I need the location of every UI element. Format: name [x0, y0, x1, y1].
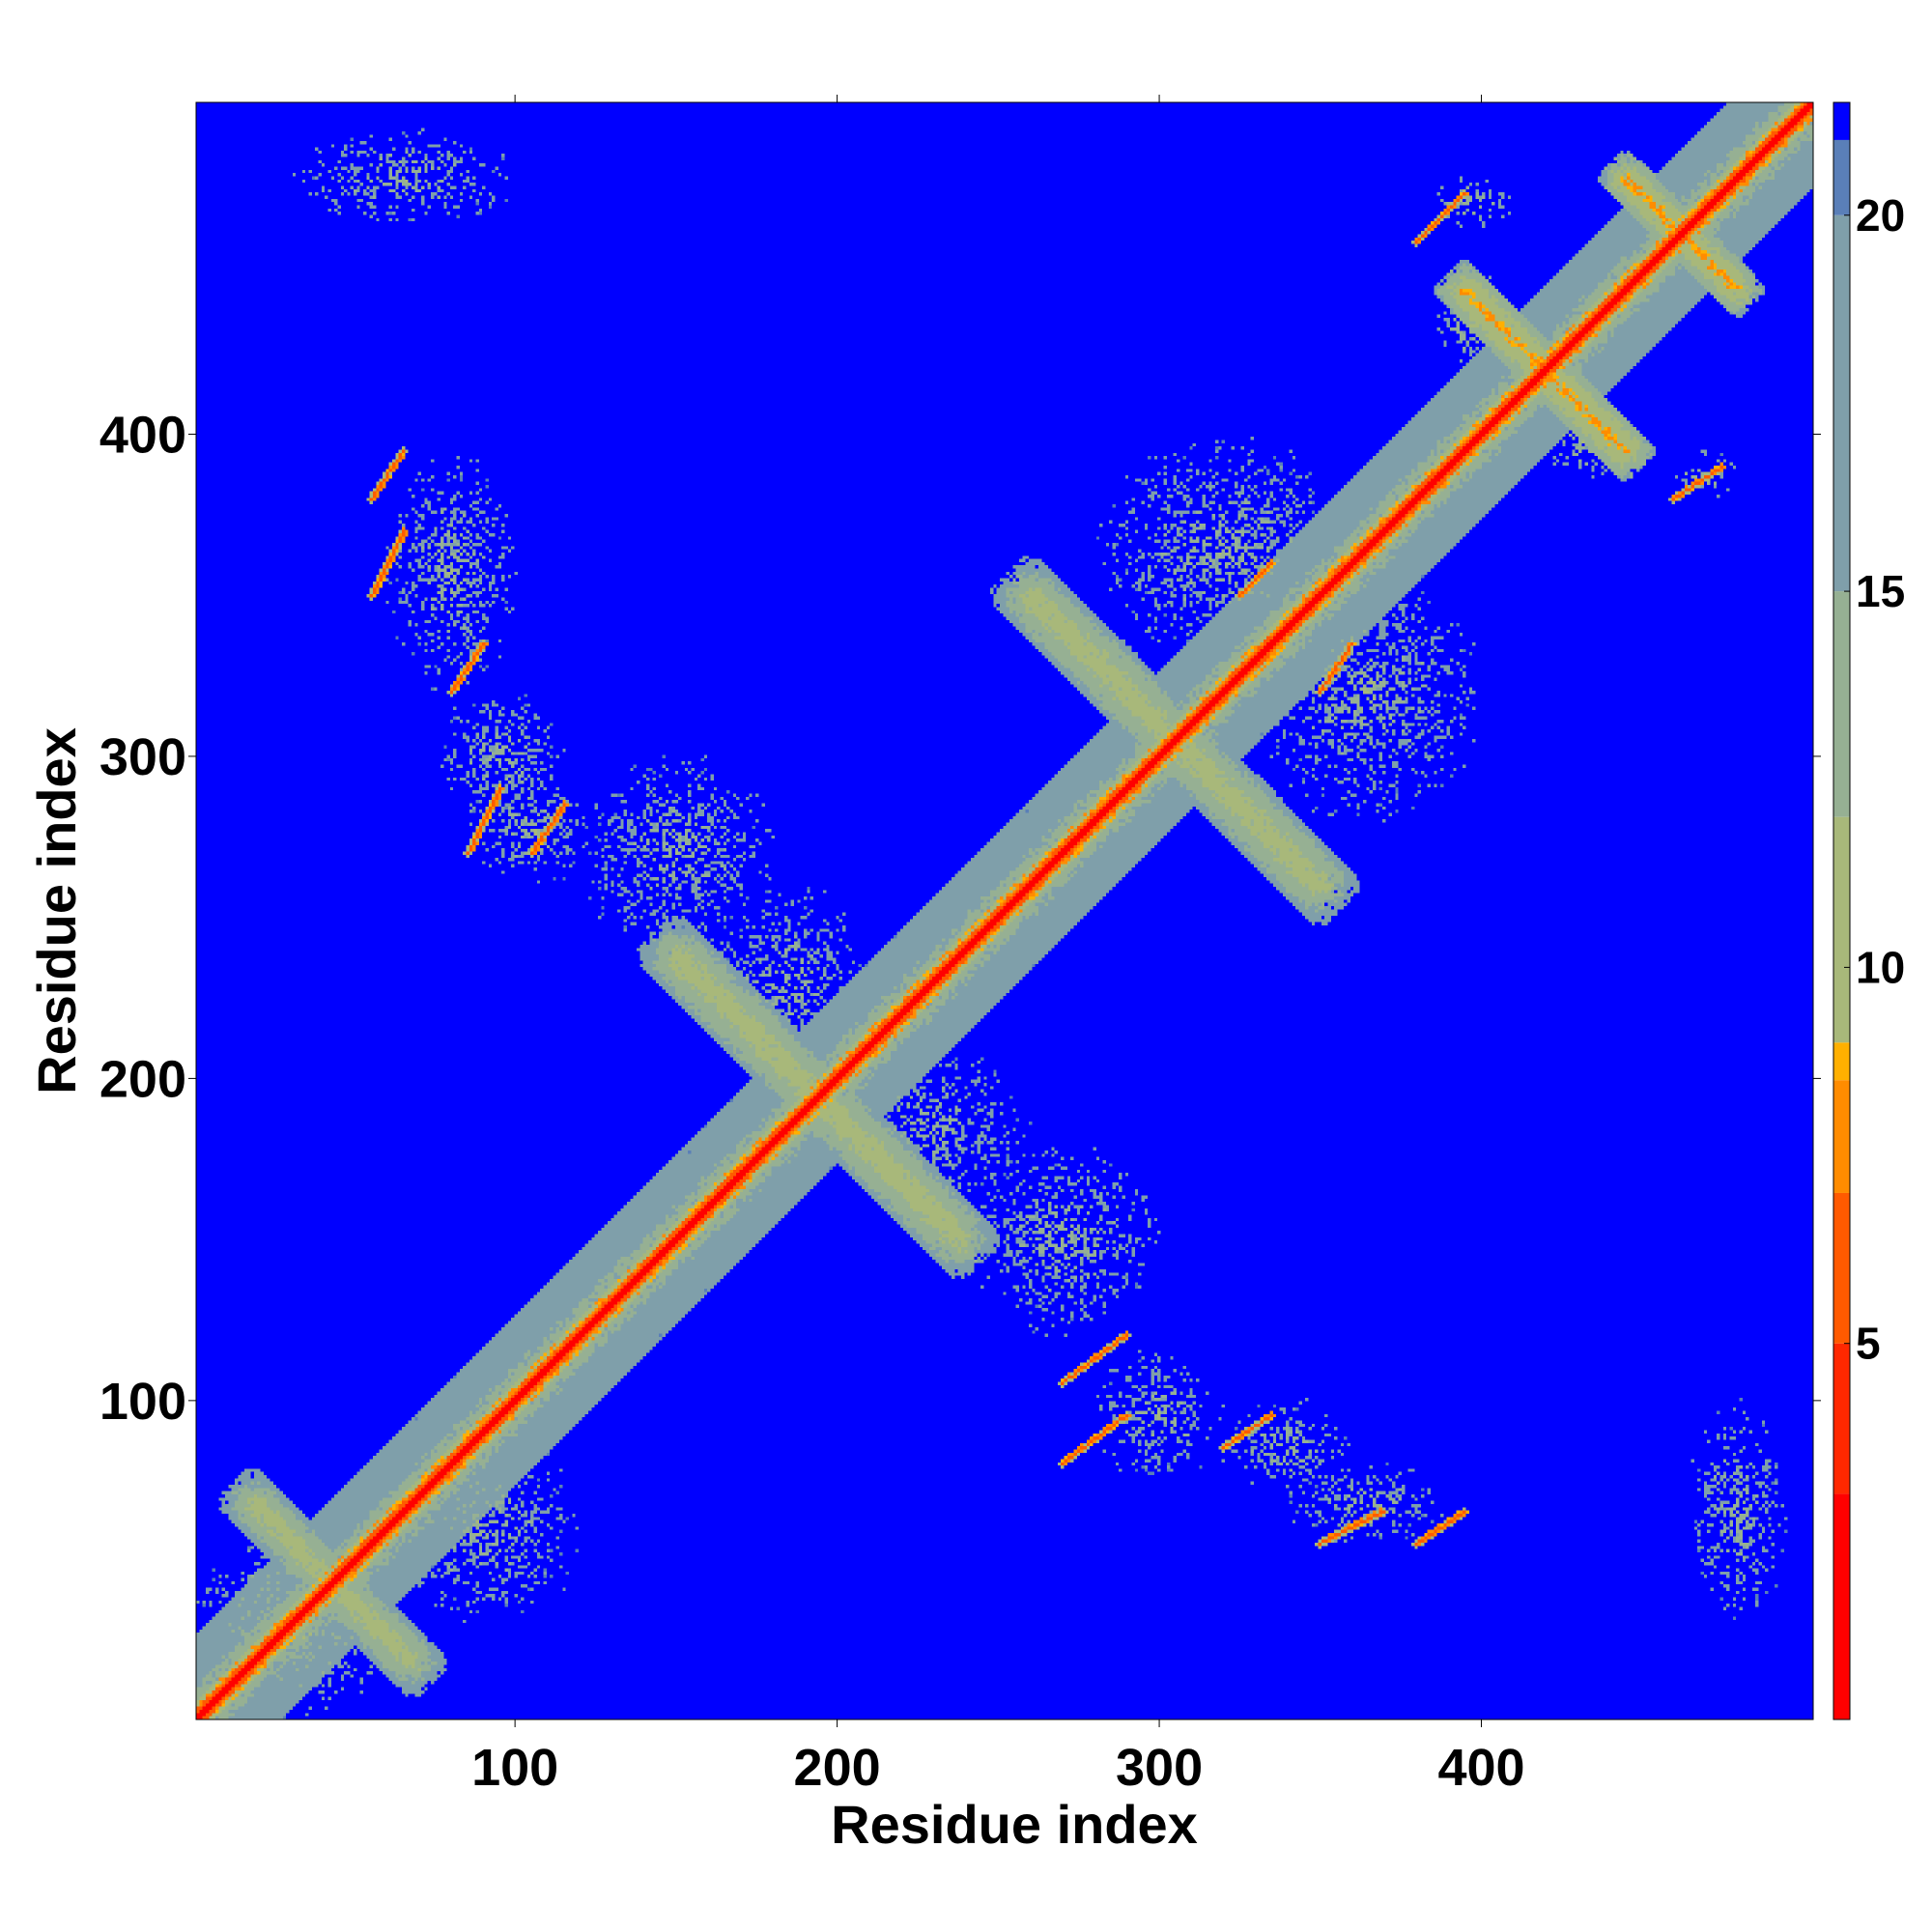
colorbar-segment	[1833, 591, 1850, 817]
colorbar-segment	[1833, 1042, 1850, 1081]
colorbar-segment	[1833, 102, 1850, 140]
y-tick-label: 400	[99, 406, 186, 464]
colorbar-segment	[1833, 816, 1850, 1043]
colorbar-segment	[1833, 1343, 1850, 1494]
x-tick-label: 300	[1116, 1739, 1203, 1797]
colorbar-tick-label: 15	[1856, 566, 1905, 616]
plot-frame	[195, 101, 1814, 1720]
colorbar-frame	[1833, 101, 1851, 1720]
y-axis-title: Residue index	[26, 727, 87, 1094]
y-tick-label: 100	[99, 1373, 186, 1431]
colorbar-tick-label: 5	[1856, 1319, 1881, 1369]
heatmap-plot-area	[196, 102, 1813, 1719]
y-axis: 100 200 300 400	[99, 406, 1821, 1431]
colorbar-segment	[1833, 214, 1850, 592]
y-tick-label: 200	[99, 1050, 186, 1108]
colorbar-segment	[1833, 1493, 1850, 1719]
x-axis-title: Residue index	[831, 1794, 1198, 1855]
y-tick-label: 300	[99, 728, 186, 786]
colorbar-segment	[1833, 1080, 1850, 1193]
x-tick-label: 400	[1437, 1739, 1524, 1797]
colorbar-segment	[1833, 1192, 1850, 1344]
colorbar	[1833, 101, 1851, 1720]
colorbar-segment	[1833, 139, 1850, 215]
x-axis: 100 200 300 400	[471, 95, 1525, 1797]
x-tick-label: 200	[794, 1739, 881, 1797]
colorbar-ticks: 5 10 15 20	[1844, 190, 1905, 1369]
colorbar-tick-label: 20	[1856, 190, 1905, 241]
colorbar-tick-label: 10	[1856, 942, 1905, 992]
x-tick-label: 100	[471, 1739, 558, 1797]
heatmap-image	[196, 102, 1813, 1719]
